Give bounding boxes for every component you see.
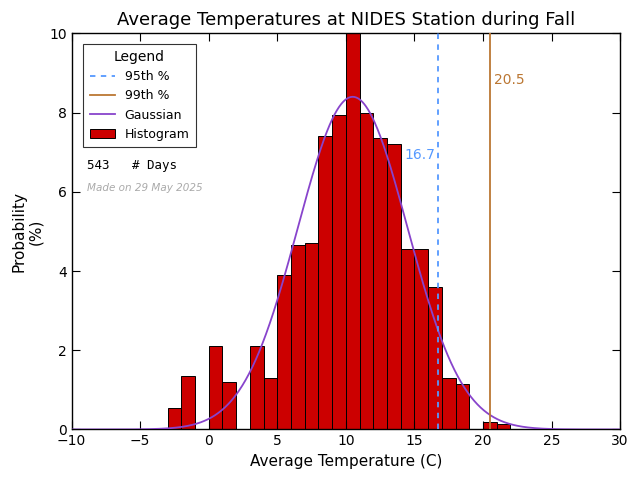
Text: 20.5: 20.5 [494, 73, 525, 87]
Bar [415, 249, 428, 430]
Legend: 95th %, 99th %, Gaussian, Histogram: 95th %, 99th %, Gaussian, Histogram [83, 44, 196, 147]
Text: 543   # Days: 543 # Days [86, 159, 177, 172]
Bar [209, 346, 223, 430]
Bar [250, 346, 264, 430]
Bar [291, 245, 305, 430]
Text: Made on 29 May 2025: Made on 29 May 2025 [86, 183, 202, 193]
Bar [305, 243, 319, 430]
Bar [223, 382, 236, 430]
Bar [332, 115, 346, 430]
Y-axis label: Probability
(%): Probability (%) [11, 191, 44, 272]
Bar [387, 144, 401, 430]
Bar [319, 136, 332, 430]
Bar [277, 275, 291, 430]
Text: 16.7: 16.7 [404, 148, 435, 162]
Bar [428, 287, 442, 430]
Bar [264, 378, 277, 430]
Bar [168, 408, 181, 430]
Title: Average Temperatures at NIDES Station during Fall: Average Temperatures at NIDES Station du… [116, 11, 575, 29]
Bar [360, 113, 373, 430]
Bar [442, 378, 456, 430]
Bar [373, 138, 387, 430]
Bar [401, 249, 415, 430]
Bar [456, 384, 469, 430]
Bar [497, 423, 511, 430]
Bar [483, 421, 497, 430]
X-axis label: Average Temperature (C): Average Temperature (C) [250, 454, 442, 469]
Bar [181, 376, 195, 430]
Bar [346, 32, 360, 430]
